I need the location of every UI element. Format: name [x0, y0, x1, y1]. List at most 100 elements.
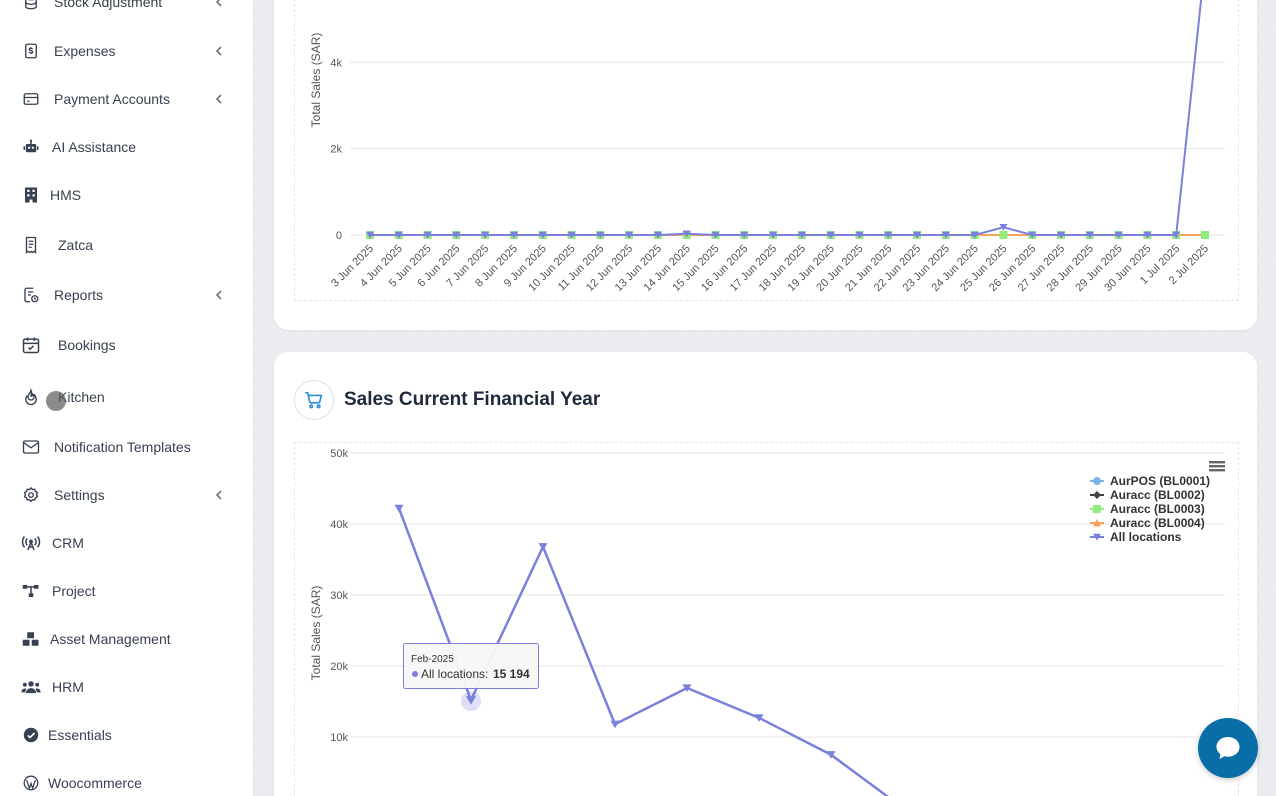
sidebar-item-kitchen[interactable]: Kitchen	[20, 382, 234, 412]
sidebar-item-project[interactable]: Project	[20, 576, 234, 606]
financial-year-chart-svg: 10k 20k 30k 40k 50k Total Sales (SAR) AurPOS (…	[309, 448, 1225, 796]
sidebar-item-settings[interactable]: Settings	[20, 480, 234, 510]
legend-label: Auracc (BL0003)	[1110, 502, 1205, 516]
sidebar-item-label: AI Assistance	[52, 139, 137, 155]
receipt-icon	[20, 234, 42, 256]
data-point	[653, 231, 662, 239]
sidebar-item-label: HRM	[52, 679, 84, 695]
sidebar-item-label: Kitchen	[58, 389, 105, 405]
sidebar-item-bookings[interactable]: Bookings	[20, 330, 234, 360]
data-point	[452, 231, 461, 239]
sidebar-item-essentials[interactable]: Essentials	[20, 720, 234, 750]
data-point	[509, 231, 518, 239]
data-point	[826, 231, 835, 239]
data-point	[1143, 231, 1152, 239]
card-title: Sales Current Financial Year	[344, 389, 601, 410]
chevron-left-icon	[212, 488, 226, 502]
data-point	[1201, 231, 1209, 239]
legend-marker	[1093, 533, 1101, 541]
flame-icon	[20, 386, 42, 408]
legend-label: Auracc (BL0002)	[1110, 488, 1205, 502]
chart-menu-icon[interactable]	[1209, 461, 1225, 472]
data-point	[884, 231, 893, 239]
data-point	[754, 714, 764, 722]
sidebar-item-reports[interactable]: Reports	[20, 280, 234, 310]
y-tick-label: 2k	[330, 144, 342, 156]
tooltip-value: 15 194	[493, 667, 530, 681]
data-point	[970, 231, 979, 239]
sidebar-item-label: Stock Adjustment	[54, 0, 163, 10]
legend-item[interactable]: Auracc (BL0002)	[1090, 488, 1205, 502]
sidebar-item-zatca[interactable]: Zatca	[20, 230, 234, 260]
sidebar-item-stock-adjustment[interactable]: Stock Adjustment	[20, 0, 234, 17]
data-point	[855, 231, 864, 239]
sidebar: Stock Adjustment Expenses Payment Accounts…	[0, 0, 254, 796]
chat-button[interactable]	[1198, 718, 1258, 778]
sidebar-item-label: Project	[52, 583, 96, 599]
data-point	[394, 504, 404, 513]
data-point	[481, 231, 490, 239]
dollar-file-icon	[20, 40, 42, 62]
legend-label: AurPOS (BL0001)	[1110, 474, 1210, 488]
data-point	[1085, 231, 1094, 239]
sidebar-item-label: Notification Templates	[54, 439, 191, 455]
data-point	[711, 231, 720, 239]
cart-icon	[294, 380, 334, 420]
broadcast-icon	[20, 532, 42, 554]
sidebar-item-label: Woocommerce	[48, 775, 142, 791]
series-line-all-locations	[370, 0, 1203, 236]
sidebar-item-label: CRM	[52, 535, 84, 551]
chat-bubble-icon	[1216, 737, 1240, 759]
project-tree-icon	[20, 580, 42, 602]
data-point	[394, 231, 403, 239]
sidebar-item-payment-accounts[interactable]: Payment Accounts	[20, 84, 234, 114]
legend-item[interactable]: AurPOS (BL0001)	[1090, 474, 1210, 488]
legend-item[interactable]: Auracc (BL0004)	[1090, 516, 1205, 530]
legend-item[interactable]: All locations	[1090, 530, 1182, 544]
database-icon	[20, 0, 42, 13]
y-axis-label: Total Sales (SAR)	[309, 33, 323, 128]
envelope-icon	[20, 436, 42, 458]
sidebar-item-label: Essentials	[48, 727, 112, 743]
sidebar-item-notification-templates[interactable]: Notification Templates	[20, 432, 234, 462]
sidebar-item-expenses[interactable]: Expenses	[20, 36, 234, 66]
data-point	[366, 231, 374, 239]
sidebar-item-label: Expenses	[54, 43, 116, 59]
legend-item[interactable]: Auracc (BL0003)	[1090, 502, 1205, 516]
wordpress-icon	[20, 772, 42, 794]
sidebar-item-crm[interactable]: CRM	[20, 528, 234, 558]
financial-year-card: Sales Current Financial Year 10k 20k 30k 40…	[274, 352, 1257, 796]
y-tick-label: 20k	[330, 661, 348, 673]
chevron-left-icon	[212, 92, 226, 106]
data-point	[1172, 231, 1181, 239]
data-point	[913, 231, 922, 239]
sidebar-item-asset-management[interactable]: Asset Management	[20, 624, 234, 654]
data-point	[826, 751, 836, 759]
tooltip-category: Feb-2025	[411, 654, 454, 665]
financial-year-chart: 10k 20k 30k 40k 50k Total Sales (SAR) AurPOS (…	[294, 442, 1239, 796]
sidebar-item-hms[interactable]: HMS	[20, 180, 234, 210]
y-tick-label: 10k	[330, 732, 348, 744]
chevron-left-icon	[212, 0, 226, 9]
gear-icon	[20, 484, 42, 506]
data-point	[682, 684, 692, 693]
legend-marker	[1093, 477, 1101, 485]
legend-label: Auracc (BL0004)	[1110, 516, 1205, 530]
sidebar-item-ai-assistance[interactable]: AI Assistance	[20, 132, 234, 162]
tooltip-box	[403, 643, 539, 689]
data-point	[1028, 231, 1037, 239]
tooltip-series: All locations:	[421, 667, 488, 681]
data-point	[682, 230, 691, 238]
y-tick-label: 4k	[330, 57, 342, 69]
sidebar-item-hrm[interactable]: HRM	[20, 672, 234, 702]
mouse-cursor	[46, 391, 66, 411]
data-point	[538, 231, 547, 239]
sidebar-item-label: Settings	[54, 487, 105, 503]
y-tick-label: 30k	[330, 590, 348, 602]
sidebar-item-woocommerce[interactable]: Woocommerce	[20, 768, 234, 796]
chart-tooltip: Feb-2025 All locations: 15 194	[403, 643, 539, 689]
report-clock-icon	[20, 284, 42, 306]
